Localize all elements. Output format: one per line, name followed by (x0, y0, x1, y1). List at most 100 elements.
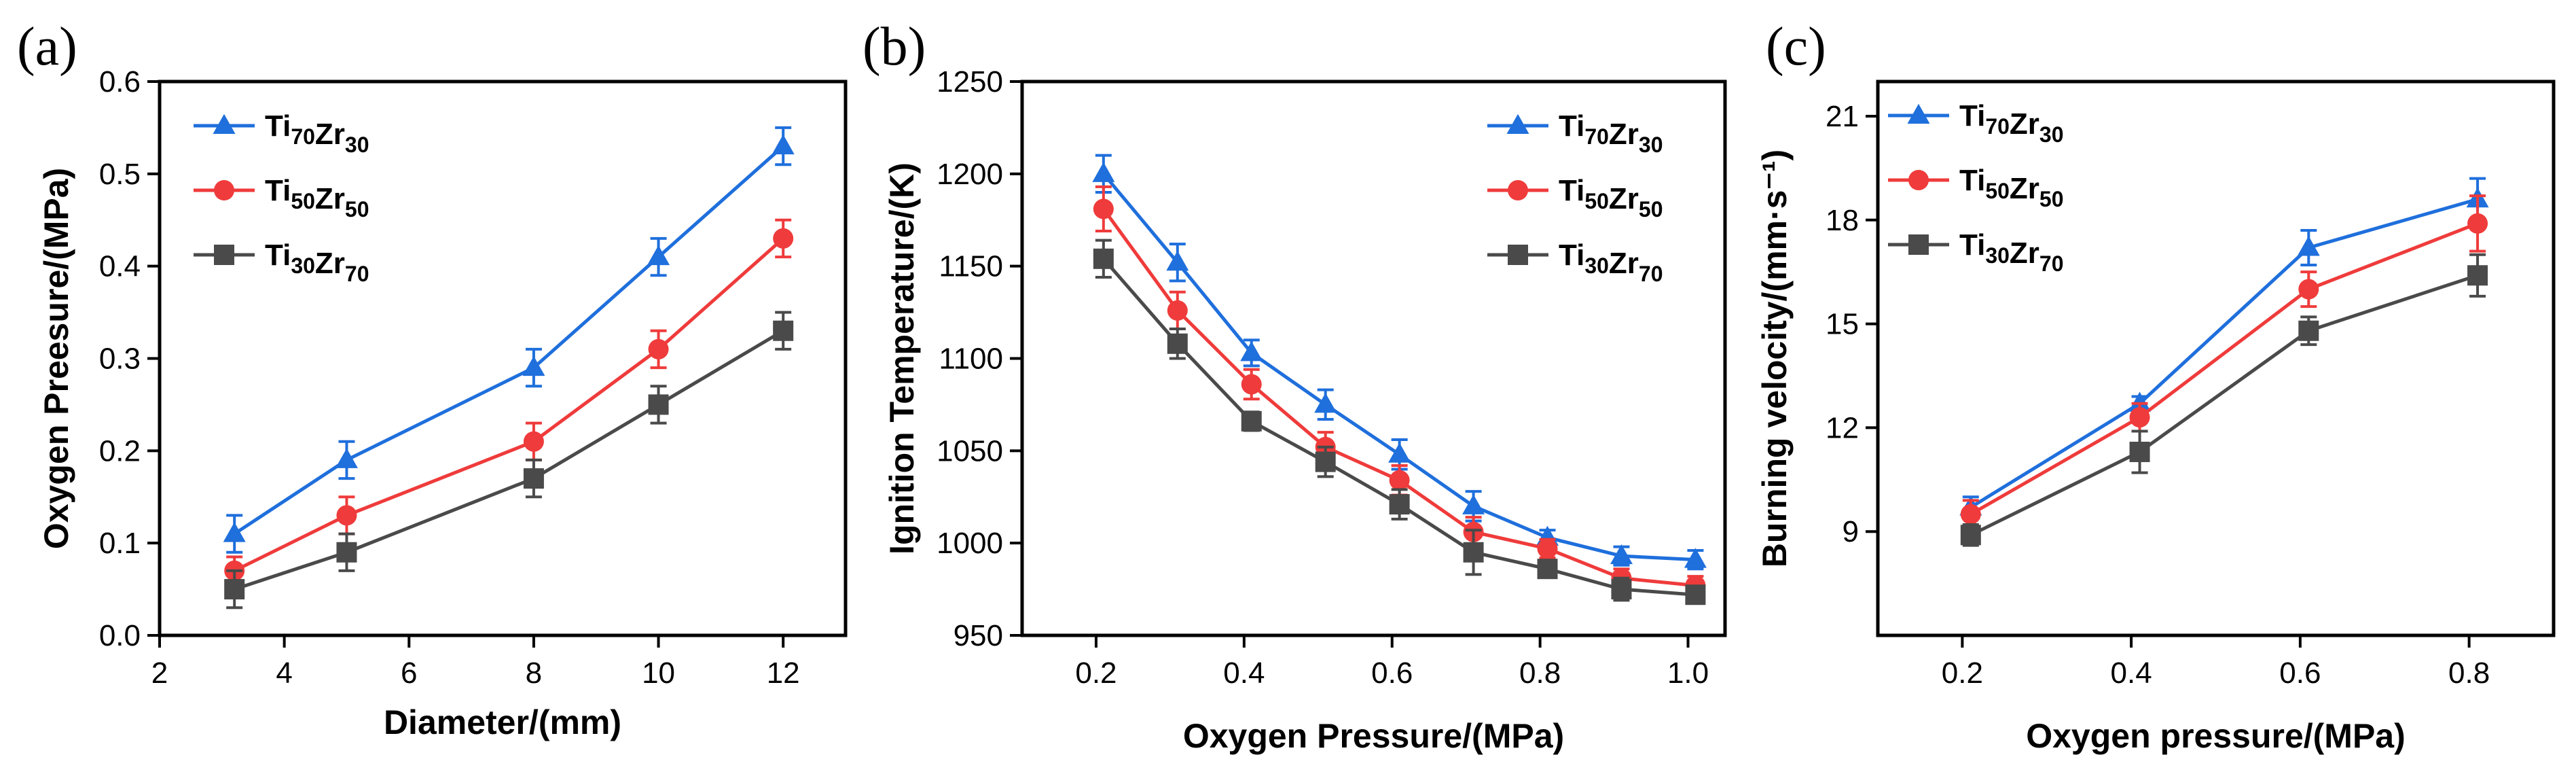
series-line (234, 237, 784, 573)
legend-element: Ti (265, 174, 291, 207)
y-tick-label: 1000 (937, 527, 1003, 560)
data-point (522, 355, 545, 376)
legend-marker (1508, 245, 1528, 265)
y-tick-label: 950 (954, 619, 1003, 652)
series-Ti70Zr30 (1959, 177, 2489, 519)
data-point (1389, 470, 1410, 491)
y-tick-label: 1250 (937, 65, 1003, 99)
legend-label: Ti50Zr50 (265, 174, 369, 222)
legend-element: Ti (1959, 228, 1985, 262)
data-point (1684, 548, 1707, 568)
y-tick-label: 1150 (939, 250, 1003, 283)
legend-subscript: 30 (291, 253, 315, 278)
legend-subscript: 70 (1639, 262, 1663, 286)
legend-subscript: 70 (1985, 114, 2010, 139)
legend-marker (1907, 103, 1930, 124)
x-axis-title: Oxygen pressure/(MPa) (2026, 717, 2406, 755)
plot-frame (158, 80, 848, 637)
y-axis-title: Burning velocity/(mm·s⁻¹) (1756, 149, 1794, 567)
legend-element: Zr (2010, 236, 2039, 270)
data-point (1093, 198, 1114, 219)
legend-element: Ti (1559, 174, 1584, 207)
data-point (2129, 407, 2150, 428)
x-tick-label: 0.8 (2448, 656, 2490, 690)
data-point (1167, 333, 1188, 354)
chart-panel-3: (c) 0.2 0.4 0.6 0.8 9 12 15 18 21 Oxygen pressure/… (1756, 17, 2556, 755)
x-tick-label: 0.2 (1942, 656, 1983, 690)
data-point (2298, 320, 2319, 341)
legend-element: Ti (265, 239, 291, 272)
series-Ti30Zr70 (1093, 239, 1706, 605)
x-tick-label: 0.6 (1371, 656, 1413, 690)
data-point (1240, 341, 1263, 362)
legend-subscript: 50 (345, 197, 369, 222)
legend-element: Zr (2010, 172, 2039, 205)
legend-label: Ti50Zr50 (1959, 164, 2064, 211)
data-point (1537, 559, 1558, 580)
data-point (1611, 579, 1632, 600)
data-point (1092, 162, 1115, 182)
legend-element: Zr (2010, 107, 2039, 141)
legend-element: Zr (1609, 118, 1639, 151)
series-line (1102, 258, 1696, 597)
data-point (223, 522, 246, 542)
data-point (1537, 538, 1558, 559)
legend-subscript: 50 (1639, 197, 1663, 222)
x-tick-label: 10 (642, 656, 675, 690)
data-point (1315, 451, 1336, 472)
y-tick-label: 9 (1843, 515, 1859, 548)
x-tick-label: 0.4 (1223, 656, 1265, 690)
data-point (647, 245, 670, 266)
legend-element: Ti (1559, 239, 1584, 272)
legend-element: Zr (315, 182, 345, 215)
y-tick-label: 0.2 (99, 434, 141, 468)
legend-element: Zr (315, 118, 345, 151)
series-Ti70Zr30 (1092, 154, 1707, 571)
legend-element: Zr (315, 247, 345, 280)
data-point (336, 542, 357, 563)
x-tick-label: 0.4 (2111, 656, 2152, 690)
legend-subscript: 70 (1584, 124, 1609, 149)
chart-panel-2: (b) 0.2 0.4 0.6 0.8 1.0 950 1000 1050 1100 1150 120… (863, 17, 1727, 755)
legend-subscript: 30 (1985, 243, 2010, 268)
legend-marker (213, 113, 236, 134)
y-tick-label: 15 (1826, 308, 1859, 341)
legend-label: Ti70Zr30 (1959, 99, 2064, 147)
data-point (1388, 442, 1411, 463)
legend-subscript: 70 (345, 262, 369, 286)
data-point (1463, 542, 1484, 563)
legend-element: Ti (1959, 164, 1985, 197)
data-point (224, 579, 245, 600)
data-point (1167, 300, 1188, 321)
series-Ti50Zr50 (1960, 194, 2488, 530)
data-point (1462, 494, 1485, 514)
x-tick-label: 2 (151, 656, 168, 690)
data-point (1610, 544, 1633, 565)
y-tick-label: 1100 (939, 342, 1003, 376)
x-axis-title: Diameter/(mm) (384, 703, 621, 741)
data-point (2467, 265, 2488, 286)
data-point (1241, 410, 1262, 432)
y-tick-label: 0.4 (99, 250, 141, 283)
panel-label: (b) (863, 17, 926, 77)
data-point (1093, 248, 1114, 269)
legend-marker (214, 245, 234, 265)
x-axis-title: Oxygen Pressure/(MPa) (1183, 717, 1564, 755)
data-point (1685, 584, 1706, 605)
legend-element: Zr (1609, 247, 1639, 280)
y-tick-label: 21 (1826, 100, 1859, 133)
data-point (1314, 393, 1337, 413)
data-point (2298, 279, 2319, 300)
data-point (523, 431, 544, 452)
legend-marker (1908, 170, 1929, 190)
legend-subscript: 50 (1985, 179, 2010, 203)
legend-element: Ti (1559, 109, 1584, 143)
legend-subscript: 30 (1639, 133, 1663, 157)
legend-subscript: 30 (2039, 122, 2064, 147)
x-tick-label: 6 (401, 656, 417, 690)
data-point (335, 448, 358, 468)
x-tick-label: 1.0 (1667, 656, 1709, 690)
legend-marker (1506, 113, 1529, 134)
y-axis-title: Oxygen Preesure/(MPa) (37, 168, 75, 549)
